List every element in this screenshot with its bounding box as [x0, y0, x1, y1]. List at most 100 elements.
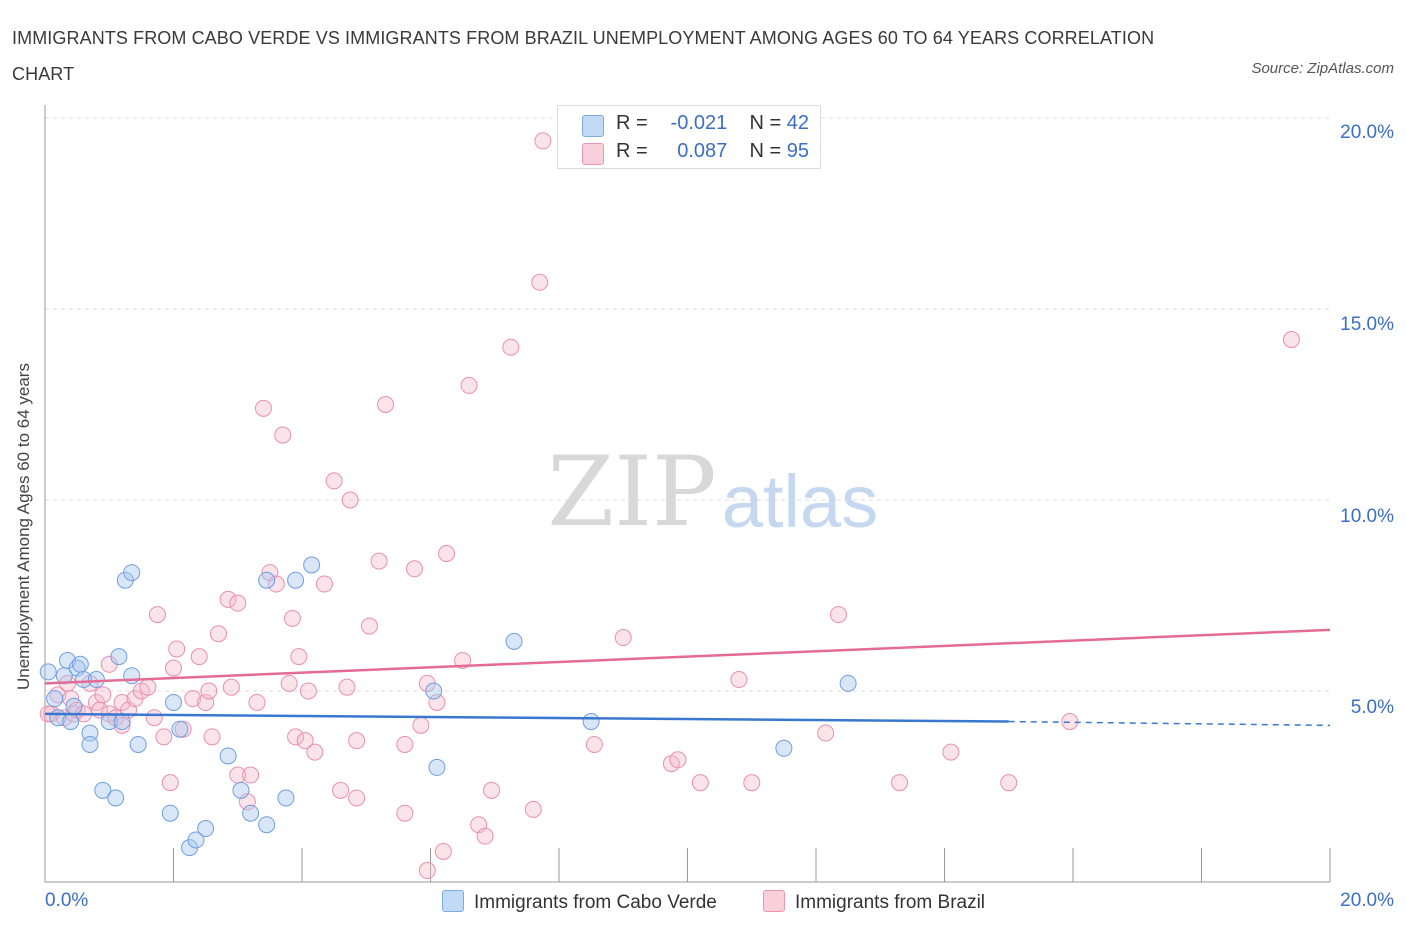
point-brazil [145, 709, 163, 727]
stats-legend: R = -0.021 N = 42 R = 0.087 N = 95 [557, 105, 821, 169]
y-tick-20: 20.0% [1340, 122, 1394, 143]
point-brazil [1282, 331, 1300, 349]
point-cabo-verde [94, 781, 112, 799]
point-brazil [370, 552, 388, 570]
trend-line-cabo-verde [44, 712, 1009, 723]
axes [44, 105, 1331, 883]
point-brazil [412, 716, 430, 734]
trend-line-cabo-verde-extrapolated [1008, 720, 1331, 727]
point-brazil [161, 774, 179, 792]
series-brazil-points [39, 132, 1300, 880]
watermark-zip: ZIP [547, 436, 716, 548]
point-brazil [229, 594, 247, 612]
point-cabo-verde [62, 713, 80, 731]
point-cabo-verde [113, 713, 131, 731]
point-brazil [315, 575, 333, 593]
point-brazil [222, 678, 240, 696]
point-brazil [396, 735, 414, 753]
point-cabo-verde [110, 648, 128, 666]
point-cabo-verde [129, 735, 147, 753]
point-brazil [139, 678, 157, 696]
point-brazil [168, 640, 186, 658]
point-brazil [360, 617, 378, 635]
point-brazil [242, 766, 260, 784]
point-brazil [267, 575, 285, 593]
point-brazil [338, 678, 356, 696]
point-brazil [454, 651, 472, 669]
swatch-pink [582, 143, 604, 165]
point-brazil [614, 629, 632, 647]
point-brazil [280, 674, 298, 692]
point-brazil [1000, 774, 1018, 792]
point-brazil [730, 671, 748, 689]
point-brazil [348, 732, 366, 750]
point-cabo-verde [839, 674, 857, 692]
point-brazil [829, 606, 847, 624]
point-brazil [290, 648, 308, 666]
point-brazil [155, 728, 173, 746]
point-cabo-verde [232, 781, 250, 799]
point-cabo-verde [39, 663, 57, 681]
trend-line-brazil [44, 628, 1331, 685]
point-brazil [502, 338, 520, 356]
trend-lines [44, 628, 1331, 727]
point-brazil [428, 693, 446, 711]
point-cabo-verde [107, 789, 125, 807]
point-cabo-verde [258, 816, 276, 834]
point-cabo-verde [425, 682, 443, 700]
point-brazil [148, 606, 166, 624]
point-cabo-verde [81, 735, 99, 753]
watermark: ZIP atlas [547, 436, 878, 548]
point-brazil [817, 724, 835, 742]
point-cabo-verde [123, 667, 141, 685]
point-brazil [283, 609, 301, 627]
point-brazil [325, 472, 343, 490]
point-cabo-verde [242, 804, 260, 822]
point-brazil [296, 732, 314, 750]
point-brazil [891, 774, 909, 792]
point-brazil [94, 686, 112, 704]
point-brazil [332, 781, 350, 799]
legend-item-brazil[interactable]: Immigrants from Brazil [763, 890, 985, 914]
point-cabo-verde [71, 655, 89, 673]
point-brazil [743, 774, 761, 792]
point-brazil [341, 491, 359, 509]
x-tick-min: 0.0% [45, 890, 89, 911]
point-brazil [691, 774, 709, 792]
point-cabo-verde [582, 713, 600, 731]
swatch-blue [582, 115, 604, 137]
point-brazil [377, 396, 395, 413]
point-brazil [203, 728, 221, 746]
point-cabo-verde [303, 556, 321, 574]
point-brazil [113, 716, 131, 734]
point-brazil [438, 544, 456, 562]
point-brazil [348, 789, 366, 807]
point-brazil [190, 648, 208, 666]
point-brazil [396, 804, 414, 822]
watermark-atlas: atlas [722, 460, 878, 543]
legend-item-cabo-verde[interactable]: Immigrants from Cabo Verde [442, 890, 717, 914]
point-brazil [942, 743, 960, 761]
point-brazil [434, 842, 452, 860]
point-brazil [460, 376, 478, 394]
point-cabo-verde [505, 632, 523, 650]
point-brazil [1061, 713, 1079, 731]
point-cabo-verde [197, 820, 215, 838]
point-brazil [254, 399, 272, 417]
point-brazil [418, 862, 436, 880]
point-brazil [669, 751, 687, 769]
point-brazil [531, 273, 549, 291]
point-cabo-verde [428, 758, 446, 776]
point-cabo-verde [277, 789, 295, 807]
point-cabo-verde [75, 671, 93, 689]
x-tick-max: 20.0% [1340, 890, 1394, 911]
point-brazil [200, 682, 218, 700]
point-cabo-verde [287, 571, 305, 589]
chart-title: IMMIGRANTS FROM CABO VERDE VS IMMIGRANTS… [12, 28, 1155, 84]
point-cabo-verde [171, 720, 189, 738]
point-brazil [534, 132, 552, 150]
y-tick-5: 5.0% [1350, 697, 1394, 718]
point-cabo-verde [219, 747, 237, 765]
point-brazil [299, 682, 317, 700]
